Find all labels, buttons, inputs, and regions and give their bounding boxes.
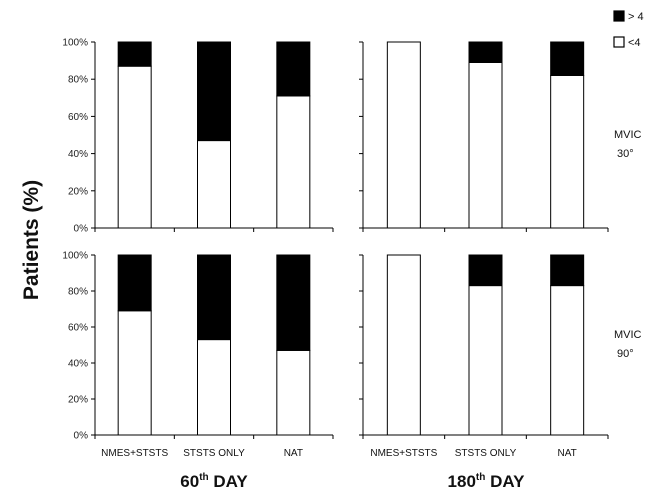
panel-r0-c0: 0% 20% 40% 60% 80% 100% (62, 38, 334, 235)
category-label: STSTS ONLY (455, 448, 517, 459)
legend: > 4 <4 (613, 10, 644, 49)
bar-below4-ststs-only (197, 339, 231, 436)
bar-below4-ststs-only (468, 61, 503, 229)
y-tick-label: 60% (68, 112, 88, 123)
panels-group: 0% 20% 40% 60% 80% 100% 0% 20% 40% 60% 80% 100% NMES… (62, 38, 609, 459)
bar-below4-nmes-ststs (386, 254, 421, 436)
row-labels: MVIC 30° MVIC 90° (614, 129, 642, 360)
y-tick-label: 100% (62, 38, 88, 49)
bar-above4-nmes-ststs (117, 41, 152, 67)
bar-below4-ststs-only (468, 285, 503, 436)
bar-below4-nat (550, 285, 585, 436)
y-tick-label: 40% (68, 149, 88, 160)
column-label: 180th DAY (448, 472, 526, 491)
category-label: NAT (284, 448, 303, 459)
panel-r1-c1: NMES+STSTS STSTS ONLY NAT (359, 254, 609, 459)
category-label: NAT (558, 448, 577, 459)
bar-below4-ststs-only (197, 140, 231, 229)
bar-above4-ststs-only (197, 41, 231, 142)
bar-above4-ststs-only (468, 254, 503, 287)
row-label-line1: MVIC (614, 129, 642, 141)
panel-r1-c0: 0% 20% 40% 60% 80% 100% NMES+STSTS STSTS ONLY NA… (62, 251, 334, 459)
y-tick-label: 60% (68, 323, 88, 334)
row-label-line1: MVIC (614, 329, 642, 341)
legend-swatch (613, 36, 625, 48)
y-tick-label: 20% (68, 395, 88, 406)
row-label-line2: 30° (617, 148, 634, 160)
category-label: NMES+STSTS (370, 448, 437, 459)
panel-r0-c1 (359, 41, 609, 232)
bar-below4-nmes-ststs (386, 41, 421, 229)
column-label: 60th DAY (180, 472, 248, 491)
bar-below4-nat (550, 74, 585, 229)
legend-label: > 4 (628, 11, 644, 23)
y-axis-label: Patients (%) (20, 180, 43, 300)
y-tick-label: 80% (68, 75, 88, 86)
bar-below4-nat (276, 95, 311, 229)
bar-above4-nat (550, 41, 585, 76)
bar-above4-nmes-ststs (117, 254, 152, 312)
y-tick-label: 40% (68, 359, 88, 370)
y-tick-label: 0% (74, 224, 89, 235)
bar-above4-nat (550, 254, 585, 287)
category-label: NMES+STSTS (101, 448, 168, 459)
y-tick-label: 20% (68, 186, 88, 197)
y-tick-label: 100% (62, 251, 88, 262)
y-tick-label: 0% (74, 431, 89, 442)
bar-above4-nat (276, 41, 311, 97)
bar-below4-nat (276, 349, 311, 436)
bar-above4-ststs-only (468, 41, 503, 63)
column-labels: 60th DAY 180th DAY (180, 472, 525, 491)
legend-label: <4 (628, 37, 641, 49)
y-tick-label: 80% (68, 287, 88, 298)
bar-below4-nmes-ststs (117, 65, 152, 229)
category-label: STSTS ONLY (183, 448, 245, 459)
bar-above4-nat (276, 254, 311, 351)
bar-below4-nmes-ststs (117, 310, 152, 436)
row-label-line2: 90° (617, 348, 634, 360)
legend-swatch (613, 10, 625, 22)
bar-above4-ststs-only (197, 254, 231, 341)
